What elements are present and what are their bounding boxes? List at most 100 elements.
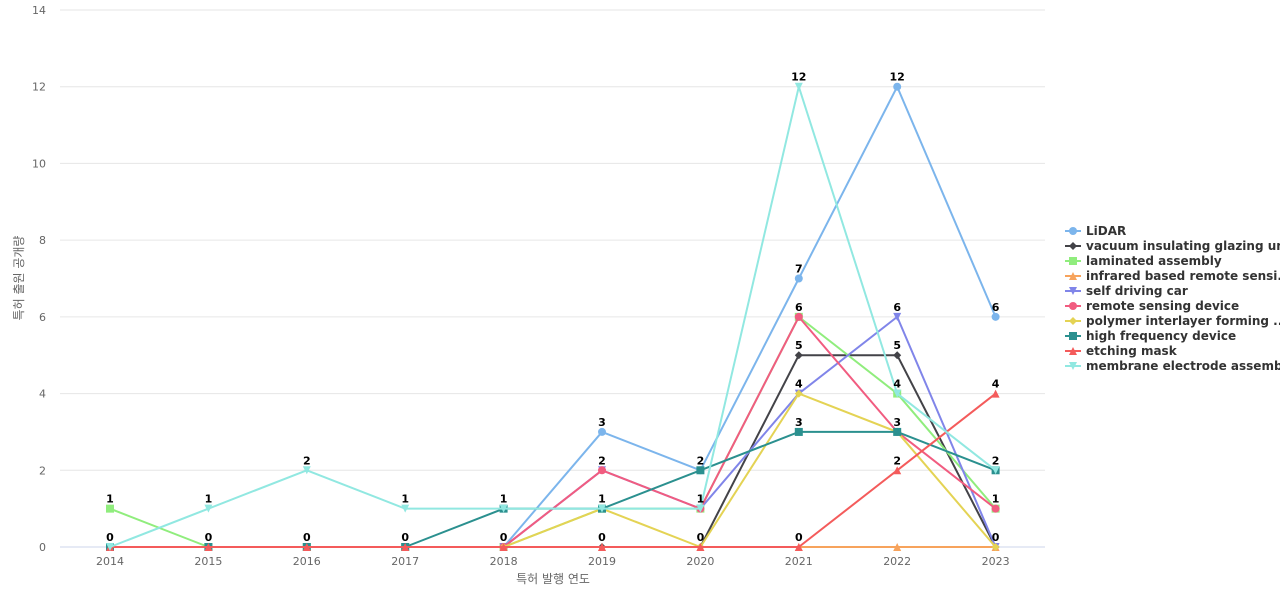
data-label: 4 (893, 378, 901, 391)
data-label: 0 (598, 531, 606, 544)
data-label: 1 (401, 493, 409, 506)
data-label: 7 (795, 263, 803, 276)
data-point (893, 427, 902, 436)
data-point (204, 543, 213, 551)
legend-item[interactable]: infrared based remote sensi... (1065, 269, 1280, 283)
y-axis-title: 특허 출원 공개량 (12, 236, 26, 321)
series-line (109, 354, 997, 548)
data-label: 3 (598, 416, 606, 429)
data-point (893, 543, 902, 551)
legend-item[interactable]: high frequency device (1065, 329, 1236, 343)
y-tick-label: 0 (39, 541, 46, 554)
data-label: 0 (401, 531, 409, 544)
data-point (106, 543, 114, 551)
legend-marker (1069, 272, 1077, 280)
legend-item[interactable]: LiDAR (1065, 224, 1126, 238)
data-label: 0 (106, 531, 114, 544)
legend-item[interactable]: polymer interlayer forming ... (1065, 314, 1280, 328)
data-point (893, 82, 902, 91)
data-point (499, 504, 508, 513)
data-label: 4 (992, 378, 1000, 391)
y-tick-label: 14 (32, 4, 46, 17)
legend-label: etching mask (1086, 344, 1178, 358)
legend-label: infrared based remote sensi... (1086, 269, 1280, 283)
data-point (204, 504, 213, 513)
data-point (991, 312, 1000, 321)
legend-item[interactable]: remote sensing device (1065, 299, 1239, 313)
data-point (106, 504, 114, 513)
data-point (598, 427, 606, 436)
data-point (696, 504, 705, 513)
legend-marker (1069, 242, 1077, 250)
data-label: 12 (791, 71, 806, 84)
data-label: 6 (795, 301, 803, 314)
legend-marker (1069, 302, 1077, 310)
x-tick-label: 2020 (686, 555, 714, 568)
legend-item[interactable]: self driving car (1065, 284, 1188, 298)
data-point (696, 466, 705, 475)
legend-label: LiDAR (1086, 224, 1126, 238)
data-label: 4 (795, 378, 803, 391)
legend-item[interactable]: etching mask (1065, 344, 1178, 358)
legend-item[interactable]: membrane electrode assembly (1065, 359, 1280, 373)
data-point (991, 389, 1000, 398)
y-tick-label: 8 (39, 234, 46, 247)
data-label: 0 (992, 531, 1000, 544)
legend-label: laminated assembly (1086, 254, 1222, 268)
legend-label: high frequency device (1086, 329, 1236, 343)
series-1 (106, 351, 1000, 551)
series-line (109, 85, 997, 548)
data-point (991, 543, 1000, 551)
data-point (794, 543, 803, 551)
legend-item[interactable]: vacuum insulating glazing unit (1065, 239, 1280, 253)
data-point (794, 274, 803, 283)
data-point (991, 466, 1000, 475)
data-label: 1 (500, 493, 508, 506)
data-label: 0 (795, 531, 803, 544)
data-point (893, 389, 902, 398)
series-line (109, 392, 997, 548)
data-label: 3 (893, 416, 901, 429)
legend-marker (1069, 332, 1077, 340)
legend-label: polymer interlayer forming ... (1086, 314, 1280, 328)
legend-marker (1069, 362, 1077, 370)
legend-label: self driving car (1086, 284, 1188, 298)
x-tick-label: 2019 (588, 555, 616, 568)
legend-marker (1069, 227, 1077, 235)
legend-marker (1069, 317, 1077, 325)
data-point (794, 82, 803, 91)
y-tick-label: 4 (39, 388, 46, 401)
legend-item[interactable]: laminated assembly (1065, 254, 1222, 268)
data-point (794, 351, 803, 360)
legend-marker (1069, 257, 1077, 265)
legend-marker (1069, 347, 1077, 355)
data-point (794, 389, 803, 398)
data-label: 0 (697, 531, 705, 544)
x-axis-ticks: 2014 2015 2016 2017 2018 2019 2020 2021 2022 2023 (96, 555, 1010, 568)
legend-label: membrane electrode assembly (1086, 359, 1280, 373)
series-9 (106, 82, 1000, 551)
data-label: 6 (992, 301, 1000, 314)
x-tick-label: 2021 (785, 555, 813, 568)
data-label: 5 (893, 339, 901, 352)
legend-label: remote sensing device (1086, 299, 1239, 313)
data-label: 1 (697, 493, 705, 506)
data-point (598, 543, 606, 551)
data-point (401, 543, 410, 551)
data-label: 2 (303, 454, 311, 467)
y-tick-label: 12 (32, 81, 46, 94)
x-tick-label: 2015 (194, 555, 222, 568)
data-point (991, 504, 1000, 513)
data-point (598, 466, 606, 475)
x-axis-title: 특허 발행 연도 (516, 571, 590, 586)
y-tick-label: 10 (32, 157, 46, 170)
data-label: 0 (205, 531, 213, 544)
x-tick-label: 2018 (490, 555, 518, 568)
data-label: 0 (500, 531, 508, 544)
data-label: 2 (697, 454, 705, 467)
data-point (893, 312, 902, 321)
data-label: 0 (303, 531, 311, 544)
data-point (794, 312, 803, 321)
